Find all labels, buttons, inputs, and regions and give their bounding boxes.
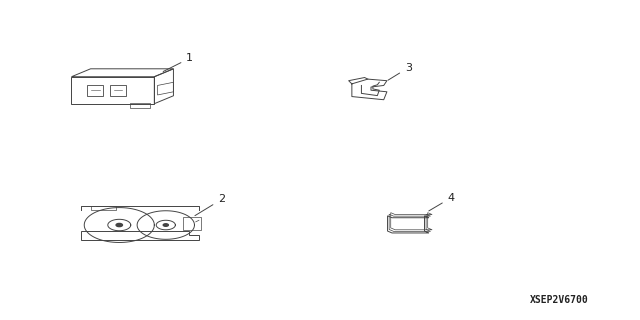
Text: XSEP2V6700: XSEP2V6700 xyxy=(529,295,588,305)
Circle shape xyxy=(163,224,168,226)
Text: 2: 2 xyxy=(195,195,225,216)
Text: 3: 3 xyxy=(388,63,412,80)
Circle shape xyxy=(116,223,122,227)
Text: 4: 4 xyxy=(429,193,454,211)
Text: 1: 1 xyxy=(163,53,193,71)
